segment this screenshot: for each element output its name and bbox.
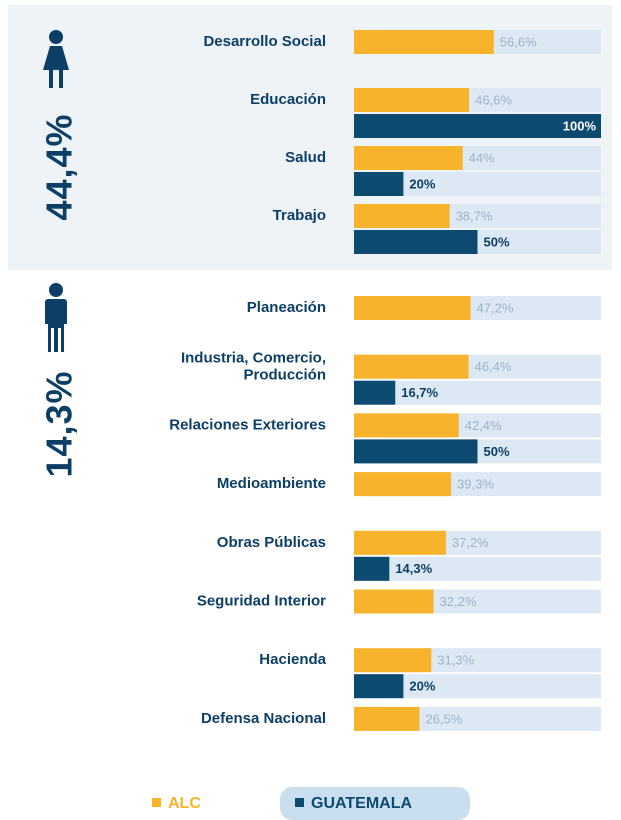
category-label: Seguridad Interior xyxy=(197,592,326,609)
value-label: 50% xyxy=(484,234,510,249)
category-label: Medioambiente xyxy=(217,475,326,492)
bar: ALC xyxy=(354,706,420,731)
category-line: Industria, Comercio, xyxy=(181,350,326,367)
value-label: 56,6% xyxy=(500,34,537,49)
legend-swatch xyxy=(295,798,304,807)
bar: ALC xyxy=(354,204,450,228)
bar: GUATEMALA xyxy=(354,114,601,138)
woman-icon xyxy=(43,30,69,88)
category-label: Obras Públicas xyxy=(217,534,326,551)
bar: ALC xyxy=(354,472,452,497)
men-stat: 14,3% xyxy=(39,370,80,477)
value-label: 20% xyxy=(409,679,435,694)
legend-pill xyxy=(280,787,470,820)
value-label: 38,7% xyxy=(456,208,493,223)
value-label: 46,4% xyxy=(475,359,512,374)
category-label: Hacienda xyxy=(259,651,326,668)
bar: GUATEMALA xyxy=(354,380,396,405)
value-label: 16,7% xyxy=(401,385,438,400)
category-label: Planeación xyxy=(247,299,326,316)
legend-swatch xyxy=(152,798,161,807)
value-label: 31,3% xyxy=(437,653,474,668)
value-label: 14,3% xyxy=(395,561,432,576)
bar: ALC xyxy=(354,88,470,112)
bar-track xyxy=(354,556,601,581)
value-label: 100% xyxy=(563,118,597,133)
value-label: 42,4% xyxy=(465,418,502,433)
value-label: 32,2% xyxy=(440,594,477,609)
category-label: Educación xyxy=(250,91,326,108)
category-label: Industria, Comercio, Producción xyxy=(181,350,326,384)
value-label: 37,2% xyxy=(452,535,489,550)
bar: ALC xyxy=(354,146,463,170)
legend-label: GUATEMALA xyxy=(311,795,412,812)
value-label: 47,2% xyxy=(477,300,514,315)
value-label: 39,3% xyxy=(457,477,494,492)
value-label: 50% xyxy=(484,444,510,459)
bar: ALC xyxy=(354,354,469,379)
category-label: Defensa Nacional xyxy=(201,710,326,727)
value-label: 26,5% xyxy=(425,711,462,726)
bar: ALC xyxy=(354,296,471,320)
bar: ALC xyxy=(354,30,494,54)
bar: GUATEMALA xyxy=(354,172,404,196)
bar: ALC xyxy=(354,589,434,614)
bar: ALC xyxy=(354,413,459,438)
bar: ALC xyxy=(354,648,432,673)
man-icon xyxy=(45,283,67,352)
bar: ALC xyxy=(354,530,446,555)
value-label: 20% xyxy=(409,176,435,191)
category-label: Trabajo xyxy=(273,207,326,224)
women-stat: 44,4% xyxy=(39,113,80,220)
bar: GUATEMALA xyxy=(354,230,478,254)
legend-label: ALC xyxy=(168,795,201,812)
bar: GUATEMALA xyxy=(354,556,390,581)
value-label: 46,6% xyxy=(475,92,512,107)
bar: GUATEMALA xyxy=(354,674,404,699)
bar: GUATEMALA xyxy=(354,439,478,464)
category-line: Producción xyxy=(243,367,326,384)
category-label: Salud xyxy=(285,149,326,166)
category-label: Desarrollo Social xyxy=(203,33,326,50)
value-label: 44% xyxy=(469,150,495,165)
category-label: Relaciones Exteriores xyxy=(169,416,326,433)
